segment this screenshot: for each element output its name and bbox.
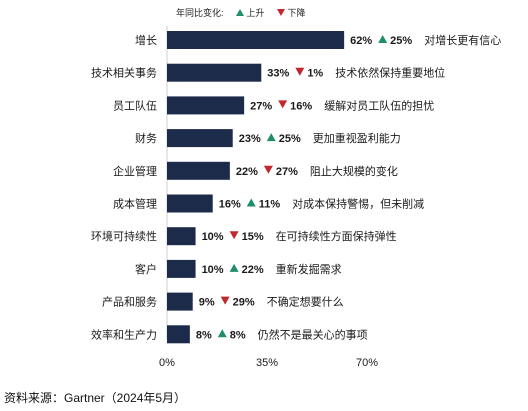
bar [167,325,190,344]
legend-down-label: 下降 [287,8,306,18]
bar [167,129,233,148]
annotation-label: 对成本保持警惕，但未削减 [292,197,424,211]
value-label: 23% [239,133,261,145]
legend-item-up: 上升 [235,6,265,19]
down-triangle-icon [229,231,239,240]
annotation-label: 缓解对员工队伍的担忧 [324,98,434,112]
change-label: 1% [307,68,323,80]
value-label: 10% [202,264,224,276]
legend-title: 年同比变化: [176,8,224,18]
value-label: 62% [350,35,372,47]
up-triangle-icon [229,263,239,272]
bar [167,292,193,311]
legend: 年同比变化: 上升 下降 [176,6,306,19]
value-label: 33% [267,68,289,80]
category-label: 客户 [135,262,157,276]
value-label: 8% [196,329,212,341]
down-triangle-icon [278,100,288,109]
bar [167,161,230,180]
annotation-label: 在可持续性方面保持弹性 [276,229,397,243]
bar [167,96,245,115]
category-label: 效率和生产力 [91,327,157,341]
up-triangle-icon [266,133,276,142]
annotation-label: 阻止大规模的变化 [310,164,398,178]
value-label: 22% [236,166,258,178]
x-tick-label: 70% [356,357,378,369]
change-label: 16% [290,100,312,112]
value-label: 27% [250,100,272,112]
category-label: 财务 [135,131,157,145]
bar [167,259,196,278]
legend-up-label: 上升 [246,8,265,18]
x-tick-label: 35% [256,357,278,369]
category-label: 企业管理 [113,164,157,178]
bar [167,63,262,82]
value-label: 9% [199,297,215,309]
category-label: 技术相关事务 [91,66,157,80]
change-label: 8% [230,329,246,341]
down-triangle-icon [276,9,285,16]
annotation-label: 仍然不是最关心的事项 [258,327,368,341]
up-triangle-icon [378,35,388,43]
annotation-label: 对增长更有信心 [424,33,501,47]
legend-item-down: 下降 [276,6,306,19]
value-label: 10% [202,231,224,243]
category-label: 成本管理 [113,197,157,211]
annotation-label: 技术依然保持重要地位 [335,66,445,80]
category-label: 环境可持续性 [91,229,157,243]
x-tick-label: 0% [159,357,175,369]
change-label: 25% [390,35,412,47]
bar [167,227,196,246]
change-label: 11% [259,199,281,211]
annotation-label: 更加重视盈利能力 [313,131,401,145]
source-note: 资料来源：Gartner（2024年5月） [4,391,187,405]
annotation-label: 重新发掘需求 [276,262,342,276]
up-triangle-icon [235,9,244,16]
up-triangle-icon [246,198,256,207]
category-label: 员工队伍 [113,98,157,112]
bar [167,194,213,213]
category-label: 增长 [135,33,157,47]
change-label: 22% [242,264,264,276]
category-label: 产品和服务 [102,295,157,309]
change-label: 27% [276,166,298,178]
down-triangle-icon [263,165,273,174]
bar [167,31,345,49]
change-label: 15% [242,231,264,243]
up-triangle-icon [217,329,227,338]
annotation-label: 不确定想要什么 [267,295,344,309]
value-label: 16% [219,199,241,211]
down-triangle-icon [295,67,305,76]
change-label: 29% [233,297,255,309]
down-triangle-icon [220,296,230,305]
change-label: 25% [279,133,301,145]
